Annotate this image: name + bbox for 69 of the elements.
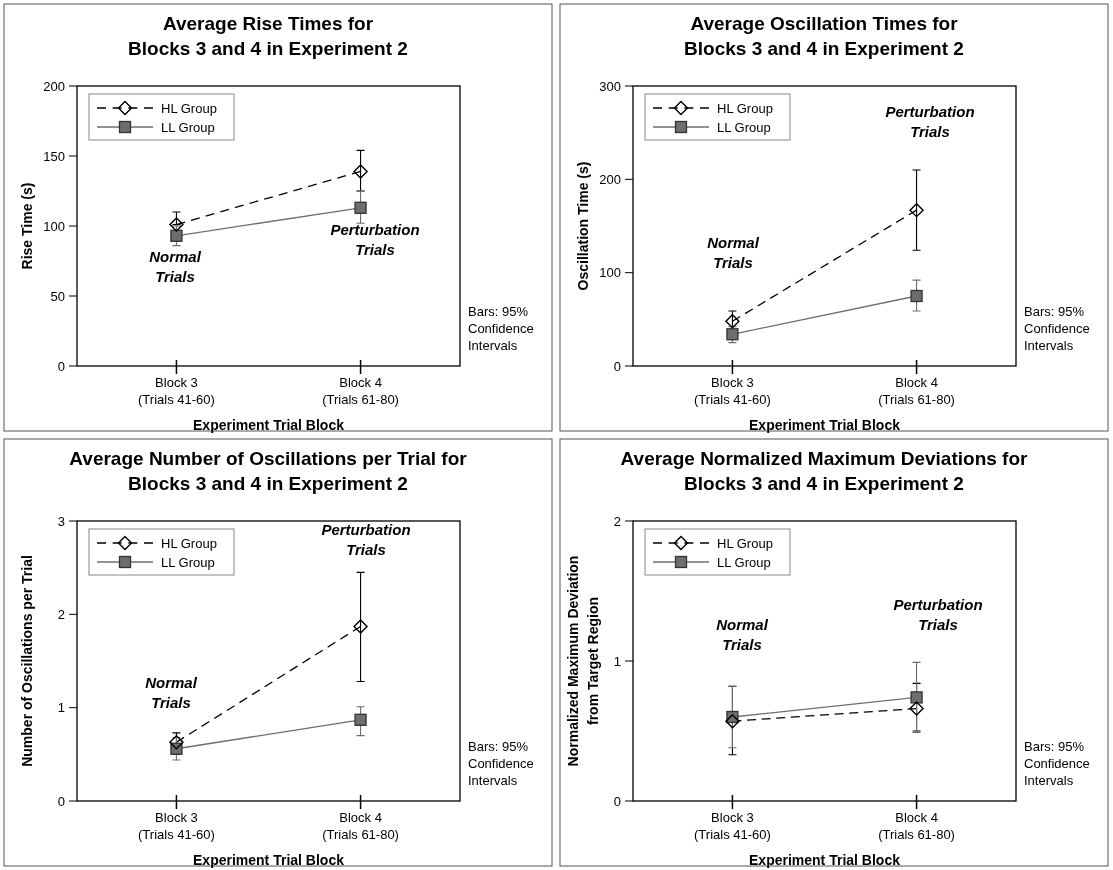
- y-tick-label: 100: [599, 265, 621, 281]
- x-tick-label: Block 4 (Trials 61-80): [878, 810, 955, 842]
- point: [725, 714, 740, 729]
- text: Bars: 95% Confidence Intervals: [468, 739, 534, 788]
- point: [169, 735, 184, 750]
- x-tick-label: Block 3 (Trials 41-60): [138, 375, 215, 407]
- y-tick-label: 2: [613, 513, 621, 529]
- y-tick-label: 1: [57, 700, 65, 716]
- x-tick-label: Block 4 (Trials 61-80): [322, 375, 399, 407]
- point: [909, 202, 924, 218]
- y-tick-label: 0: [57, 358, 65, 374]
- legend-label: HL Group: [161, 100, 217, 116]
- y-tick-label: 50: [50, 288, 65, 304]
- x-tick-label: Block 3 (Trials 41-60): [694, 810, 771, 842]
- x-tick-label: Block 3 (Trials 41-60): [138, 810, 215, 842]
- chart-title: Average Oscillation Times for Blocks 3 and 4 in Experiment 2: [684, 13, 964, 59]
- legend-label: LL Group: [161, 119, 215, 135]
- chart-title: Average Normalized Maximum Deviations for Blocks 3 and 4 in Experiment 2: [620, 448, 1029, 494]
- legend-label: HL Group: [717, 100, 773, 116]
- annotation: Perturbation Trials: [330, 221, 420, 258]
- annotation: Normal Trials: [707, 234, 760, 271]
- y-axis-title: Number of Oscillations per Trial: [19, 555, 35, 767]
- annotation: Perturbation Trials: [893, 596, 983, 633]
- x-axis-title: Experiment Trial Block: [193, 417, 345, 433]
- annotation: Perturbation Trials: [885, 103, 975, 140]
- legend-label: LL Group: [717, 119, 771, 135]
- x-tick-label: Block 4 (Trials 61-80): [878, 375, 955, 407]
- chart-title: Average Number of Oscillations per Trial for Blocks 3 and 4 in Experiment 2: [69, 448, 468, 494]
- y-tick-label: 150: [43, 148, 65, 164]
- x-axis-title: Experiment Trial Block: [749, 417, 901, 433]
- point: [725, 314, 740, 329]
- y-axis-title: Oscillation Time (s): [575, 161, 591, 291]
- point: [354, 713, 367, 726]
- point: [354, 201, 367, 214]
- y-axis-title: Normalized Maximum Deviation from Target Region: [565, 555, 601, 767]
- y-tick-label: 1: [613, 653, 621, 669]
- text: Bars: 95% Confidence Intervals: [1024, 304, 1090, 353]
- point: [909, 701, 924, 716]
- y-tick-label: 100: [43, 218, 65, 234]
- point: [353, 619, 368, 634]
- text: Bars: 95% Confidence Intervals: [1024, 739, 1090, 788]
- text: Bars: 95% Confidence Intervals: [468, 304, 534, 353]
- y-tick-label: 0: [613, 358, 621, 374]
- annotation: Perturbation Trials: [321, 521, 411, 558]
- y-tick-label: 200: [599, 171, 621, 187]
- x-tick-label: Block 4 (Trials 61-80): [322, 810, 399, 842]
- x-axis-title: Experiment Trial Block: [193, 852, 345, 868]
- y-tick-label: 0: [57, 793, 65, 809]
- y-axis-title: Rise Time (s): [19, 182, 35, 270]
- y-tick-label: 300: [599, 78, 621, 94]
- y-tick-label: 0: [613, 793, 621, 809]
- annotation: Normal Trials: [145, 674, 198, 711]
- y-tick-label: 3: [57, 513, 65, 529]
- point: [353, 164, 368, 179]
- legend-label: HL Group: [717, 535, 773, 551]
- annotation: Normal Trials: [149, 248, 202, 285]
- annotation: Normal Trials: [716, 616, 769, 653]
- point: [910, 691, 923, 704]
- legend-label: LL Group: [717, 554, 771, 570]
- point: [169, 217, 184, 232]
- x-tick-label: Block 3 (Trials 41-60): [694, 375, 771, 407]
- legend-label: LL Group: [161, 554, 215, 570]
- x-axis-title: Experiment Trial Block: [749, 852, 901, 868]
- chart-title: Average Rise Times for Blocks 3 and 4 in Experiment 2: [128, 13, 408, 59]
- point: [910, 289, 923, 303]
- y-tick-label: 200: [43, 78, 65, 94]
- legend-label: HL Group: [161, 535, 217, 551]
- y-tick-label: 2: [57, 606, 65, 622]
- point: [170, 229, 183, 242]
